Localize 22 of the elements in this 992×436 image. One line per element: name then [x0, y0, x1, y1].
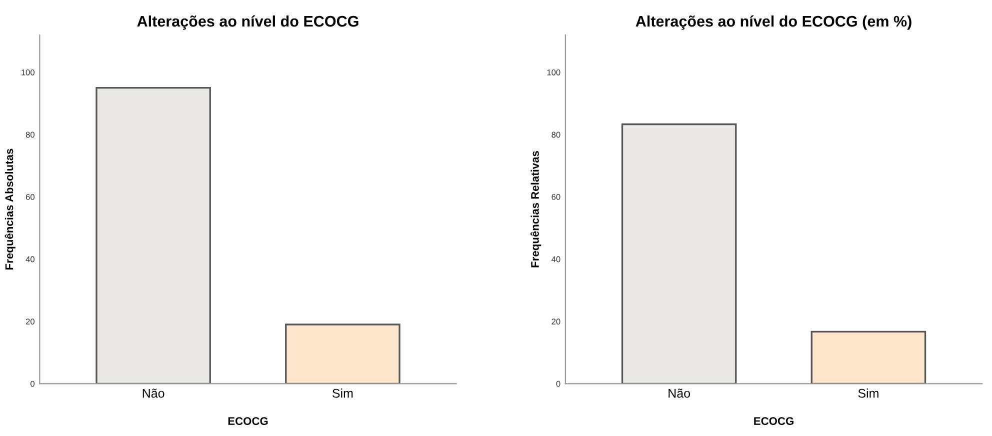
y-axis-title: Frequências Absolutas [4, 148, 16, 270]
x-tick-label: Não [668, 388, 690, 398]
x-axis-title: ECOCG [754, 417, 794, 426]
y-tick-label: 100 [22, 69, 34, 76]
x-tick-label: Sim [332, 388, 353, 398]
y-tick-label: 20 [26, 318, 34, 324]
y-tick-label: 20 [552, 318, 560, 324]
chart-title: Alterações ao nível do ECOCG [137, 15, 358, 30]
y-axis-title: Frequências Relativas [530, 151, 542, 268]
chart-title: Alterações ao nível do ECOCG (em %) [636, 15, 912, 30]
y-tick-label: 80 [26, 132, 34, 138]
x-tick-label: Não [142, 388, 164, 398]
y-tick-label: 0 [556, 380, 560, 387]
y-tick-label: 100 [547, 69, 560, 76]
y-tick-label: 0 [30, 380, 34, 387]
y-tick-label: 40 [26, 256, 34, 262]
y-tick-label: 80 [552, 132, 560, 138]
x-tick-label: Sim [858, 388, 878, 398]
y-tick-label: 40 [552, 256, 560, 262]
x-axis-title: ECOCG [228, 417, 268, 426]
y-tick-label: 60 [26, 194, 34, 200]
y-tick-label: 60 [552, 194, 560, 200]
